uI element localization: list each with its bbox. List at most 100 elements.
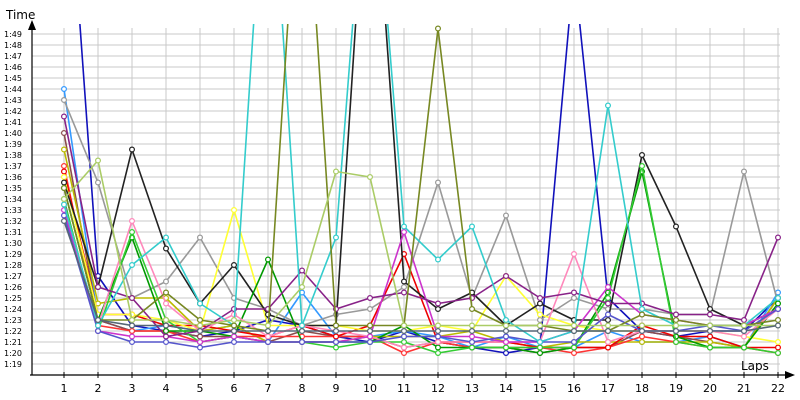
- data-point: [774, 344, 781, 351]
- data-point: [129, 218, 136, 225]
- data-point: [60, 185, 67, 192]
- x-tick-label: 10: [363, 382, 377, 395]
- data-point: [401, 333, 408, 340]
- data-point: [129, 262, 136, 269]
- data-point: [570, 322, 577, 329]
- y-tick-label: 1:33: [4, 206, 22, 215]
- data-point: [536, 311, 543, 318]
- data-point: [231, 262, 238, 269]
- data-point: [570, 295, 577, 302]
- data-point: [672, 322, 679, 329]
- x-tick-label: 19: [669, 382, 683, 395]
- x-axis-title: Laps: [741, 359, 769, 373]
- series-line: [63, 24, 779, 332]
- y-tick-label: 1:26: [4, 283, 22, 292]
- x-tick-label: 11: [397, 382, 411, 395]
- data-point: [197, 300, 204, 307]
- x-tick-label: 21: [737, 382, 751, 395]
- y-tick-label: 1:32: [4, 217, 22, 226]
- data-point: [604, 328, 611, 335]
- data-point: [333, 339, 340, 346]
- data-point: [163, 300, 170, 307]
- data-point: [469, 322, 476, 329]
- series-line: [63, 116, 779, 338]
- grid: [32, 28, 780, 375]
- data-point: [503, 273, 510, 280]
- data-point: [469, 344, 476, 351]
- series-line: [63, 220, 779, 332]
- data-point: [774, 306, 781, 313]
- data-point: [604, 284, 611, 291]
- x-tick-label: 14: [499, 382, 513, 395]
- axes: [28, 20, 795, 379]
- data-point: [60, 168, 67, 175]
- data-point: [163, 322, 170, 329]
- data-point: [706, 328, 713, 335]
- y-tick-label: 1:37: [4, 162, 22, 171]
- x-tick-label: 4: [163, 382, 170, 395]
- data-point: [197, 328, 204, 335]
- data-point: [333, 168, 340, 175]
- data-point: [94, 322, 101, 329]
- data-point: [604, 339, 611, 346]
- data-point: [435, 179, 442, 186]
- data-point: [503, 344, 510, 351]
- data-point: [435, 300, 442, 307]
- data-point: [299, 284, 306, 291]
- data-point: [401, 322, 408, 329]
- y-tick-label: 1:41: [4, 118, 22, 127]
- data-point: [604, 102, 611, 109]
- data-point: [60, 146, 67, 153]
- data-point: [60, 85, 67, 92]
- y-tick-label: 1:30: [4, 239, 22, 248]
- data-point: [401, 229, 408, 236]
- data-point: [536, 328, 543, 335]
- data-point: [401, 223, 408, 230]
- data-point: [333, 322, 340, 329]
- data-point: [197, 344, 204, 351]
- data-point: [706, 306, 713, 313]
- data-point: [60, 196, 67, 203]
- series-9: [60, 24, 781, 329]
- data-point: [367, 306, 374, 313]
- data-point: [94, 284, 101, 291]
- data-point: [503, 212, 510, 219]
- data-point: [367, 333, 374, 340]
- data-point: [163, 245, 170, 252]
- series-line: [63, 24, 779, 327]
- series-line: [63, 165, 779, 354]
- data-point: [536, 295, 543, 302]
- data-point: [435, 328, 442, 335]
- data-point: [60, 96, 67, 103]
- data-point: [367, 328, 374, 335]
- data-point: [197, 339, 204, 346]
- data-point: [604, 295, 611, 302]
- data-point: [265, 256, 272, 263]
- data-point: [435, 25, 442, 32]
- series-19: [60, 218, 781, 335]
- y-tick-label: 1:48: [4, 41, 22, 50]
- data-point: [604, 317, 611, 324]
- y-tick-label: 1:40: [4, 129, 22, 138]
- data-point: [367, 339, 374, 346]
- y-axis-arrow: [28, 20, 36, 30]
- data-point: [435, 339, 442, 346]
- y-tick-label: 1:22: [4, 327, 22, 336]
- data-point: [367, 174, 374, 181]
- y-tick-label: 1:31: [4, 228, 22, 237]
- x-tick-label: 16: [567, 382, 581, 395]
- y-tick-label: 1:21: [4, 338, 22, 347]
- x-tick-label: 3: [129, 382, 136, 395]
- data-point: [231, 322, 238, 329]
- data-point: [401, 344, 408, 351]
- y-axis-title: Time: [5, 8, 35, 22]
- data-point: [604, 300, 611, 307]
- series-18: [60, 157, 781, 329]
- x-tick-label: 1: [61, 382, 68, 395]
- data-point: [163, 339, 170, 346]
- data-point: [604, 311, 611, 318]
- data-point: [638, 152, 645, 159]
- data-point: [299, 322, 306, 329]
- data-point: [503, 350, 510, 357]
